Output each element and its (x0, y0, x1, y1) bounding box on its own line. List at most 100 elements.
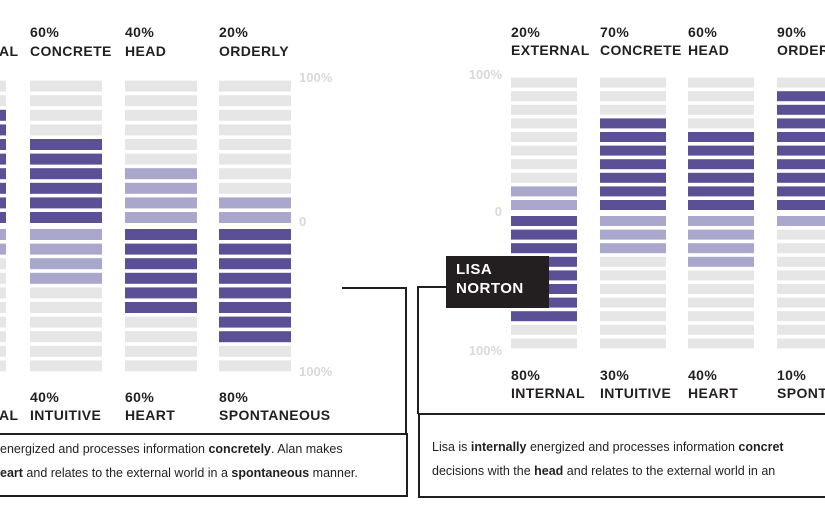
bar-stripe-bottom (0, 243, 6, 255)
bar-stripe-bottom (777, 256, 825, 267)
lisa-col1-bottom-label: INTERNAL (511, 385, 585, 401)
bar-stripe-bottom (219, 345, 291, 357)
alan-col2-top-pct: 60% (30, 24, 60, 40)
bar-stripe-bottom (777, 324, 825, 335)
bar-stripe-top (30, 182, 102, 194)
alan-col1-top-label: AL (0, 43, 19, 59)
bar-stripe-bottom (688, 311, 754, 322)
bar-stripe-top (219, 182, 291, 194)
lisa-caption-line2: decisions with the head and relates to t… (432, 464, 776, 478)
bar-stripe-top (30, 95, 102, 107)
lisa-name-line1: LISA (456, 261, 493, 278)
bar-stripe-top (0, 182, 6, 194)
bar-stripe-bottom (30, 287, 102, 299)
bar-stripe-top (219, 80, 291, 92)
bar-stripe-top (511, 186, 577, 197)
bar-column-4 (777, 77, 825, 349)
bar-stripe-top (511, 104, 577, 115)
bar-stripe-top (600, 104, 666, 115)
alan-col3-top-label: HEAD (125, 43, 167, 59)
bar-stripe-top (600, 132, 666, 142)
bar-stripe-top (125, 139, 197, 150)
bar-stripe-bottom (125, 302, 197, 313)
bar-stripe-top (30, 212, 102, 223)
bar-stripe-bottom (688, 324, 754, 335)
bar-stripe-bottom (30, 302, 102, 313)
lisa-col2-bottom-label: INTUITIVE (600, 385, 672, 401)
alan-col2-bottom-pct: 40% (30, 389, 60, 405)
bar-stripe-bottom (511, 243, 577, 254)
bar-stripe-bottom (219, 331, 291, 343)
bar-stripe-bottom (777, 243, 825, 254)
bar-stripe-top (0, 168, 6, 180)
bar-column-2 (600, 77, 666, 349)
bar-stripe-top (0, 212, 6, 223)
bar-stripe-top (511, 132, 577, 142)
bar-stripe-bottom (0, 345, 6, 357)
lisa-col1-top-pct: 20% (511, 24, 541, 40)
bar-stripe-bottom (600, 270, 666, 281)
bar-stripe-top (688, 118, 754, 129)
bar-stripe-bottom (30, 345, 102, 357)
bar-stripe-top (600, 118, 666, 129)
bar-stripe-top (219, 197, 291, 209)
bar-stripe-top (30, 168, 102, 180)
bar-stripe-bottom (219, 229, 291, 240)
bar-stripe-bottom (219, 316, 291, 328)
bar-stripe-top (511, 118, 577, 129)
bar-stripe-top (511, 172, 577, 183)
bar-stripe-top (777, 132, 825, 142)
lisa-col2-top-pct: 70% (600, 24, 630, 40)
lisa-caption-line1: Lisa is internally energized and process… (432, 440, 784, 454)
bar-stripe-top (688, 200, 754, 210)
bar-stripe-bottom (777, 338, 825, 349)
bar-stripe-bottom (125, 258, 197, 270)
bar-stripe-top (125, 109, 197, 121)
bar-stripe-top (219, 109, 291, 121)
bar-stripe-bottom (688, 338, 754, 349)
bar-stripe-top (600, 186, 666, 197)
bar-stripe-top (688, 145, 754, 156)
bar-stripe-bottom (600, 311, 666, 322)
bar-stripe-bottom (600, 324, 666, 335)
lisa-col4-bottom-pct: 10% (777, 367, 807, 383)
bar-stripe-top (511, 77, 577, 88)
bar-stripe-bottom (600, 243, 666, 254)
bar-stripe-bottom (688, 297, 754, 308)
bar-stripe-top (777, 159, 825, 170)
lisa-name-box: LISA NORTON (446, 256, 549, 308)
bar-stripe-bottom (511, 324, 577, 335)
bar-stripe-bottom (777, 270, 825, 281)
bar-stripe-top (30, 153, 102, 165)
lisa-col3-bottom-label: HEART (688, 385, 739, 401)
bar-stripe-bottom (777, 216, 825, 226)
bar-stripe-bottom (688, 284, 754, 294)
alan-caption-line1: energized and processes information conc… (0, 442, 343, 456)
bar-stripe-top (125, 197, 197, 209)
bar-stripe-top (30, 139, 102, 150)
bar-stripe-top (0, 197, 6, 209)
bar-stripe-bottom (125, 287, 197, 299)
lisa-col1-top-label: EXTERNAL (511, 42, 590, 58)
bar-stripe-bottom (600, 284, 666, 294)
alan-axis-bottom: 100% (299, 364, 333, 379)
bar-stripe-top (777, 145, 825, 156)
lisa-col3-top-pct: 60% (688, 24, 718, 40)
bar-stripe-bottom (125, 331, 197, 343)
bar-stripe-top (688, 132, 754, 142)
bar-stripe-bottom (511, 311, 577, 322)
bar-stripe-top (219, 168, 291, 180)
bar-stripe-top (600, 145, 666, 156)
bar-stripe-bottom (0, 229, 6, 240)
alan-col4-top-label: ORDERLY (219, 43, 289, 59)
bar-stripe-bottom (219, 258, 291, 270)
bar-stripe-top (777, 200, 825, 210)
bar-column-2 (30, 80, 102, 372)
bar-column-1 (0, 80, 6, 372)
bar-stripe-top (688, 77, 754, 88)
bar-stripe-bottom (30, 331, 102, 343)
bar-stripe-bottom (219, 243, 291, 255)
